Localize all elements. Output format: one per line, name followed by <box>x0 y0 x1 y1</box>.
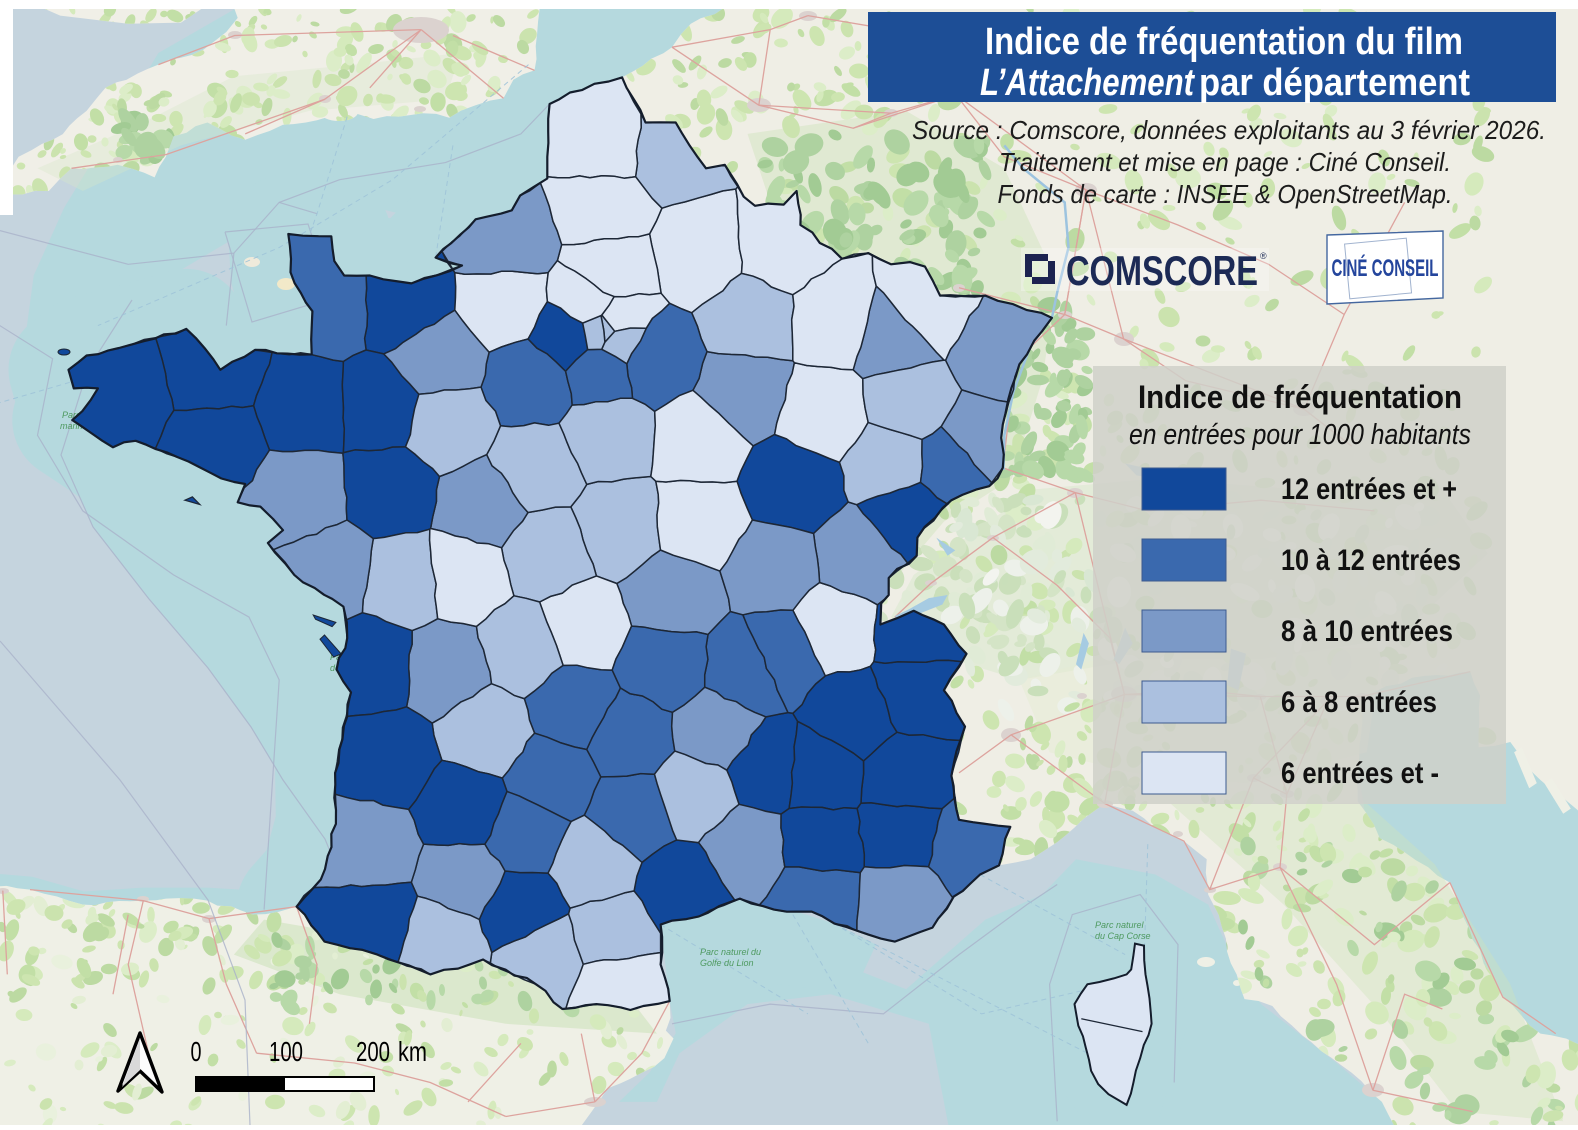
svg-text:du Cap Corse: du Cap Corse <box>1095 931 1151 941</box>
svg-text:0: 0 <box>191 1036 202 1067</box>
svg-text:Indice de fréquentation du fil: Indice de fréquentation du film <box>985 21 1463 63</box>
svg-text:Fonds de carte : INSEE & OpenS: Fonds de carte : INSEE & OpenStreetMap. <box>998 179 1453 209</box>
svg-text:8 à 10 entrées: 8 à 10 entrées <box>1281 615 1453 648</box>
svg-text:6 entrées et -: 6 entrées et - <box>1281 757 1439 790</box>
svg-text:COMSCORE: COMSCORE <box>1066 247 1258 294</box>
svg-text:km: km <box>398 1036 427 1067</box>
svg-text:Source : Comscore, données exp: Source : Comscore, données exploitants a… <box>912 115 1546 145</box>
svg-text:Golfe du Lion: Golfe du Lion <box>700 958 754 968</box>
svg-text:CINÉ CONSEIL: CINÉ CONSEIL <box>1332 254 1439 282</box>
svg-text:12 entrées et +: 12 entrées et + <box>1281 473 1457 506</box>
svg-text:200: 200 <box>356 1036 390 1067</box>
svg-text:Traitement et mise en page : C: Traitement et mise en page : Ciné Consei… <box>999 147 1451 177</box>
svg-text:par département: par département <box>1199 62 1470 104</box>
svg-text:100: 100 <box>269 1036 303 1067</box>
svg-text:Parc naturel du: Parc naturel du <box>700 947 761 957</box>
svg-text:6 à 8 entrées: 6 à 8 entrées <box>1281 686 1437 719</box>
svg-text:en entrées pour 1000 habitants: en entrées pour 1000 habitants <box>1129 419 1471 451</box>
svg-text:Parc naturel: Parc naturel <box>1095 920 1145 930</box>
svg-text:Indice de fréquentation: Indice de fréquentation <box>1138 379 1462 415</box>
svg-text:L’Attachement: L’Attachement <box>980 62 1195 104</box>
svg-text:10 à 12 entrées: 10 à 12 entrées <box>1281 544 1461 577</box>
svg-text:®: ® <box>1260 251 1267 261</box>
